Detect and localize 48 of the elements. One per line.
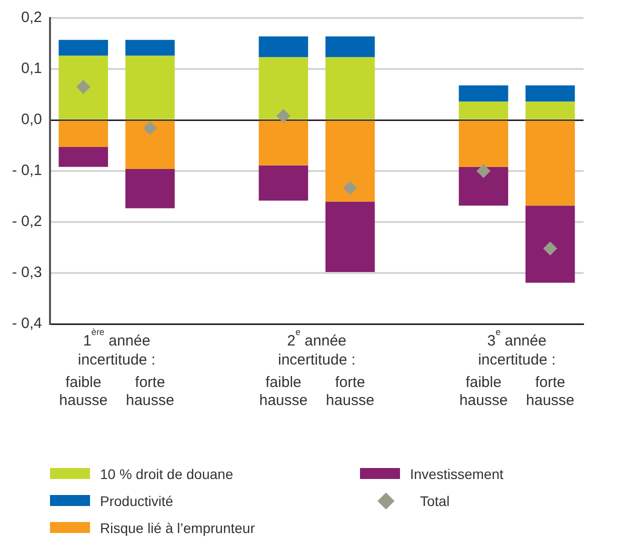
- y-tick-label: - 0,4: [12, 315, 42, 332]
- bar: [458, 166, 508, 206]
- bar: [526, 102, 575, 120]
- y-tick-label: - 0,3: [12, 264, 42, 282]
- bar: [458, 102, 508, 120]
- legend-label: Productivité: [100, 492, 174, 508]
- bar: [325, 57, 375, 120]
- bar: [325, 36, 375, 58]
- x-tick-label: faible hausse: [259, 374, 308, 410]
- bar: [526, 85, 575, 102]
- point: [276, 108, 290, 123]
- bar: [58, 147, 108, 167]
- bar: [125, 40, 175, 56]
- bar: [258, 36, 308, 58]
- bar: [125, 56, 175, 120]
- bar: [58, 120, 108, 148]
- y-tick-label: 0,1: [21, 60, 42, 78]
- bar: [458, 120, 508, 167]
- bar: [58, 40, 108, 56]
- legend-label: Total: [420, 492, 450, 508]
- legend-label: Risque lié à l’emprunteur: [100, 520, 255, 536]
- bar: [526, 206, 575, 283]
- legend-label: Investissement: [410, 466, 504, 482]
- x-tick-label: faible hausse: [459, 374, 508, 410]
- bar: [125, 120, 175, 169]
- y-tick-label: - 0,2: [12, 213, 42, 230]
- point: [476, 164, 490, 178]
- x-tick-label: forte hausse: [526, 374, 574, 410]
- point: [76, 80, 90, 94]
- bar: [325, 202, 375, 272]
- y-tick-label: 0,0: [21, 111, 42, 128]
- point: [343, 180, 358, 195]
- bar: [258, 165, 308, 201]
- y-tick-label: 0,2: [21, 9, 42, 26]
- bar: [58, 56, 108, 120]
- x-tick-label: faible hausse: [59, 374, 108, 410]
- y-tick-label: - 0,1: [12, 162, 42, 180]
- legend-label: 10 % droit de douane: [100, 466, 234, 482]
- bar: [258, 57, 308, 120]
- x-tick-label: forte hausse: [326, 374, 374, 410]
- bar: [125, 168, 175, 208]
- bar: [325, 120, 375, 202]
- bar: [458, 85, 508, 102]
- bar: [258, 120, 308, 166]
- point: [543, 242, 558, 256]
- x-tick-label: forte hausse: [126, 374, 174, 410]
- bar: [526, 120, 575, 206]
- point: [143, 121, 158, 136]
